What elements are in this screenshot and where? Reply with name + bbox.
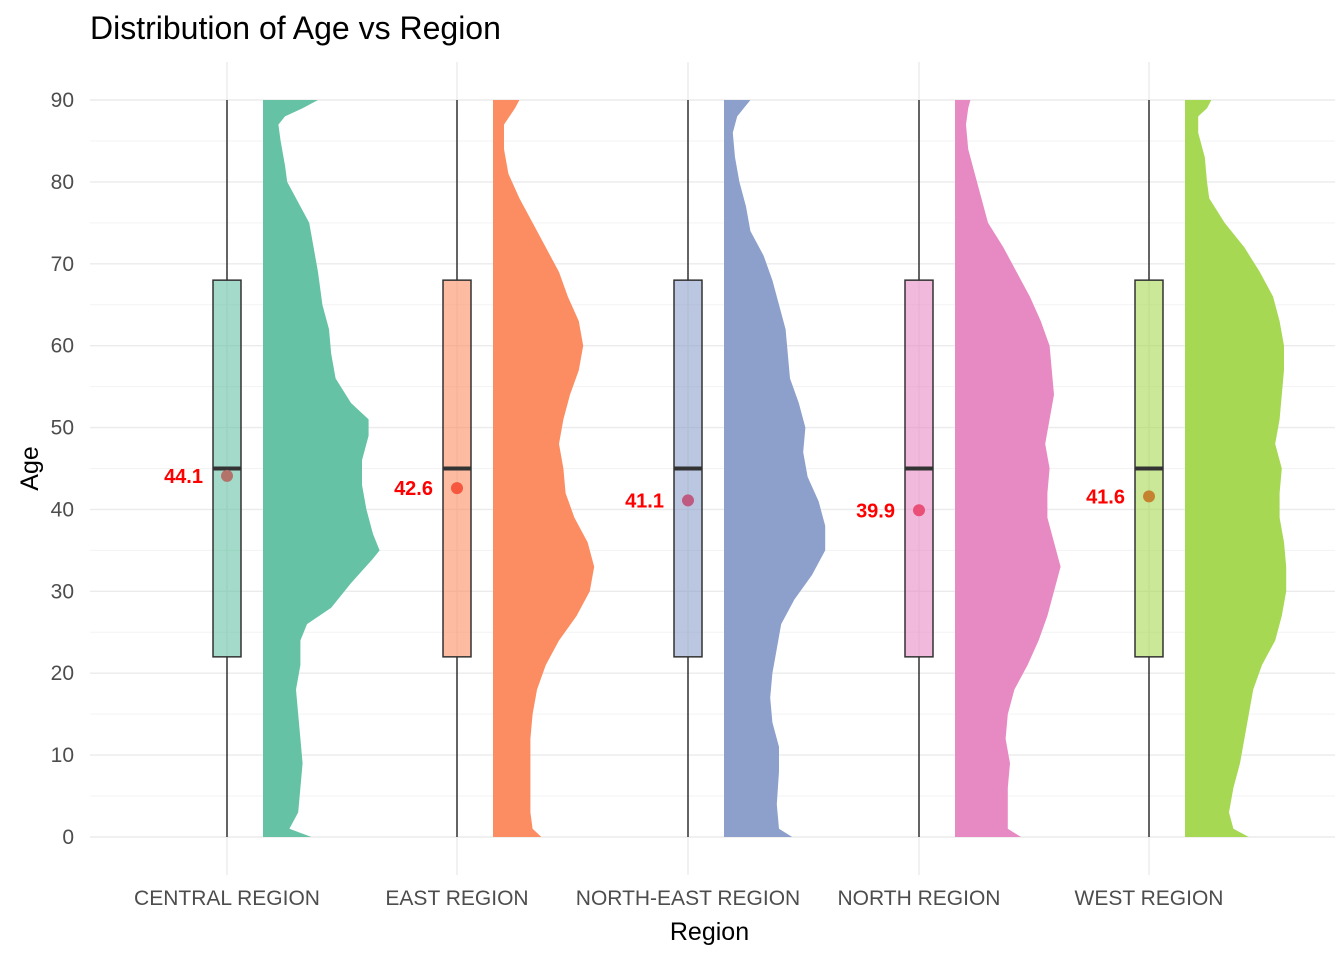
mean-label: 41.6 (1086, 486, 1125, 508)
mean-label: 39.9 (856, 500, 895, 522)
x-tick-label: NORTH REGION (838, 887, 1001, 910)
x-tick-label: EAST REGION (385, 887, 528, 910)
density-cloud (955, 100, 1061, 837)
x-tick-label: NORTH-EAST REGION (576, 887, 800, 910)
x-tick-label: WEST REGION (1075, 887, 1224, 910)
density-cloud (263, 100, 380, 837)
density-cloud (493, 100, 595, 837)
mean-point (221, 469, 233, 482)
density-cloud (1185, 100, 1287, 837)
y-tick-label: 10 (51, 744, 74, 767)
x-axis-ticks: CENTRAL REGION EAST REGION NORTH-EAST REGI… (134, 887, 1223, 910)
x-tick-label: CENTRAL REGION (134, 887, 320, 910)
mean-point (451, 482, 463, 495)
y-tick-label: 90 (51, 89, 74, 112)
y-tick-label: 80 (51, 171, 74, 194)
mean-point (682, 494, 694, 507)
y-tick-label: 0 (62, 826, 74, 849)
y-axis-title: Age (16, 446, 44, 490)
region-group: 44.1 (164, 100, 380, 837)
y-tick-label: 30 (51, 580, 74, 603)
x-axis-title: Region (670, 918, 749, 946)
y-axis-ticks: 0 10 20 30 40 50 60 70 80 90 (51, 89, 74, 849)
region-group: 42.6 (394, 100, 595, 837)
mean-label: 44.1 (164, 466, 203, 488)
y-tick-label: 60 (51, 335, 74, 358)
mean-label: 41.1 (625, 490, 664, 512)
region-group: 41.1 (625, 100, 826, 837)
mean-label: 42.6 (394, 478, 433, 500)
chart-title: Distribution of Age vs Region (90, 10, 501, 46)
region-group: 41.6 (1086, 100, 1287, 837)
y-tick-label: 40 (51, 498, 74, 521)
density-cloud (724, 100, 826, 837)
y-tick-label: 20 (51, 662, 74, 685)
y-tick-label: 50 (51, 417, 74, 440)
mean-point (913, 504, 925, 517)
plot-area: 44.1 42.6 41.1 39.9 41.6 (164, 100, 1287, 837)
mean-point (1143, 490, 1155, 503)
y-tick-label: 70 (51, 253, 74, 276)
region-group: 39.9 (856, 100, 1061, 837)
